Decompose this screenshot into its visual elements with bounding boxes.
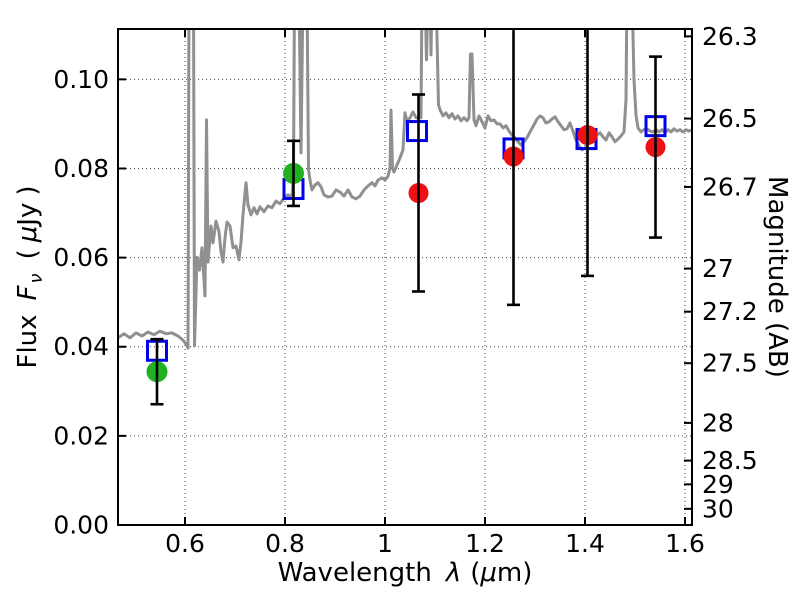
- ytick-label-mag-26.5: 26.5: [702, 104, 758, 133]
- xtick-label-1.4: 1.4: [565, 529, 605, 558]
- ytick-label-mag-28.5: 28.5: [702, 446, 758, 475]
- ytick-label-mag-26.7: 26.7: [702, 172, 758, 201]
- tick-marks: [118, 29, 692, 526]
- ytick-label-mag-27.2: 27.2: [702, 297, 758, 326]
- xtick-label-0.8: 0.8: [265, 529, 305, 558]
- error-bars-layer: [150, 29, 662, 406]
- model-spectrum-line: [118, 29, 692, 350]
- tick-labels: 0.6 0.8 1 1.2 1.4 1.6 0.00 0.02 0.04 0.06 0.08 0.10…: [53, 22, 757, 558]
- y-axis-label-flux: FluxFν(μJy): [13, 186, 47, 369]
- xtick-label-1.2: 1.2: [465, 529, 505, 558]
- ytick-label-mag-26.3: 26.3: [702, 22, 758, 51]
- ytick-label-flux-0.08: 0.08: [53, 154, 109, 183]
- ytick-label-mag-27.5: 27.5: [702, 349, 758, 378]
- ytick-label-mag-28: 28: [702, 408, 734, 437]
- ytick-label-mag-30: 30: [702, 494, 734, 523]
- ytick-label-flux-0.04: 0.04: [53, 332, 109, 361]
- xtick-label-1.6: 1.6: [665, 529, 705, 558]
- ytick-label-flux-0.10: 0.10: [53, 65, 109, 94]
- axis-labels: Wavelength λ (μm) FluxFν(μJy) Magnitude (A…: [13, 176, 792, 588]
- plot-border: [117, 28, 693, 526]
- y-axis-label-magnitude: Magnitude (AB): [762, 176, 792, 378]
- ytick-label-mag-27: 27: [702, 254, 734, 283]
- photometry-blue-open-squares-point-2: [406, 120, 428, 143]
- x-axis-label: Wavelength λ (μm): [278, 558, 533, 588]
- xtick-label-1: 1: [377, 529, 393, 558]
- ytick-label-flux-0.02: 0.02: [53, 421, 109, 450]
- xtick-label-0.6: 0.6: [165, 529, 205, 558]
- spectrum-layer: [118, 29, 692, 350]
- ytick-label-flux-0.00: 0.00: [53, 511, 109, 540]
- ytick-label-flux-0.06: 0.06: [53, 243, 109, 272]
- ytick-label-mag-29: 29: [702, 470, 734, 499]
- axes-spines: [117, 28, 693, 526]
